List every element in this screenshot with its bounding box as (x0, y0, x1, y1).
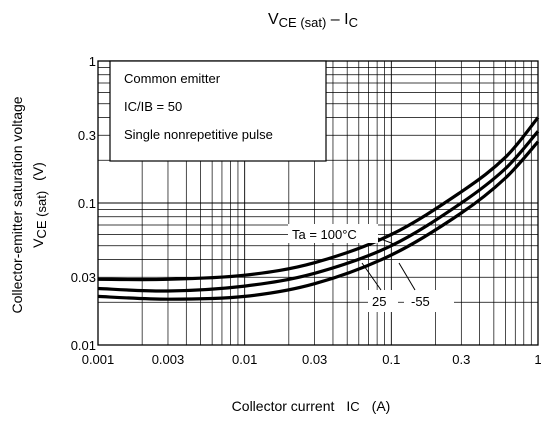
y-tick-label: 0.1 (78, 196, 96, 211)
curves (97, 116, 540, 301)
series-line (97, 130, 540, 293)
series-label: Ta = 100°C (292, 227, 357, 242)
y-tick-label: 0.01 (71, 338, 96, 353)
y-tick-label: 1 (89, 54, 96, 69)
condition-text: Common emitter (124, 71, 221, 86)
label-bg (368, 290, 398, 312)
label-bg (288, 224, 378, 243)
y-tick-label: 0.03 (71, 270, 96, 285)
label-bg (404, 290, 454, 312)
conditions-frame (109, 60, 327, 162)
x-axis-label: Collector current IC (A) (232, 398, 391, 414)
series-label: -55 (411, 294, 430, 309)
y-axis-label-line1: Collector-emitter saturation voltage (9, 96, 25, 313)
x-tick-label: 0.3 (452, 352, 470, 367)
y-tick-label: 0.3 (78, 128, 96, 143)
condition-text: Single nonrepetitive pulse (124, 127, 273, 142)
x-tick-label: 0.03 (302, 352, 327, 367)
y-tick-labels: 0.01 0.03 0.1 0.3 1 (71, 54, 96, 353)
y-axis-label-line2: VCE (sat)(V) (30, 162, 49, 248)
leader-line (377, 237, 395, 245)
series-line (97, 116, 540, 282)
leader-line (398, 262, 416, 291)
x-tick-label: 0.01 (232, 352, 257, 367)
conditions-box: Common emitter IC/IB = 50 Single nonrepeti… (109, 60, 327, 162)
condition-text: IC/IB = 50 (124, 99, 182, 114)
curve-labels: Ta = 100°C 25 -55 (288, 224, 454, 312)
chart-title-sub: CE (sat) (279, 15, 327, 30)
x-tick-labels: 0.001 0.003 0.01 0.03 0.1 0.3 1 (82, 352, 541, 367)
series-line (97, 140, 540, 301)
x-tick-label: 0.1 (382, 352, 400, 367)
x-tick-label: 1 (534, 352, 541, 367)
chart-title: VCE (sat) – IC (268, 11, 358, 30)
x-tick-label: 0.003 (152, 352, 185, 367)
series-label: 25 (372, 294, 386, 309)
x-tick-label: 0.001 (82, 352, 115, 367)
leader-line (361, 262, 382, 291)
